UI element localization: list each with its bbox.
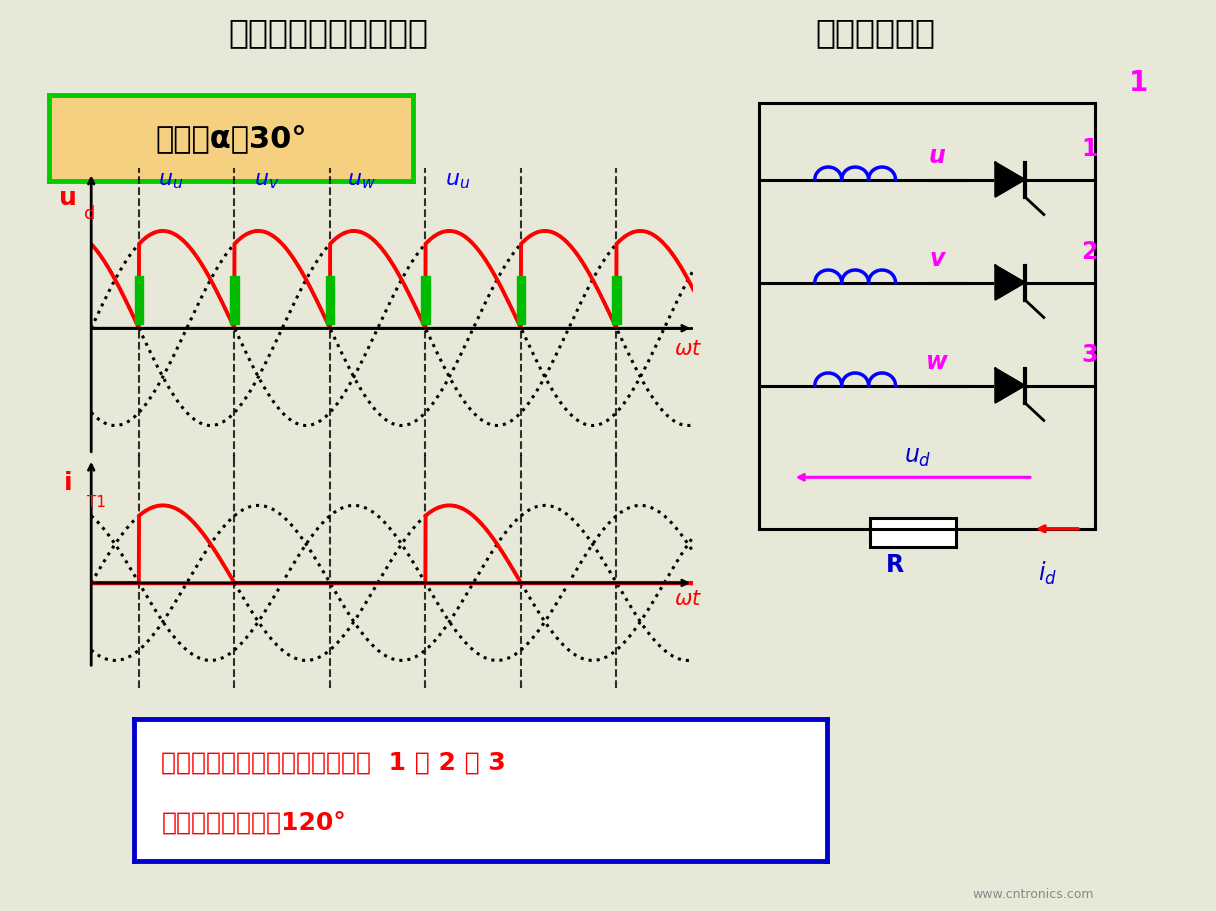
Text: 控制角α＝30°: 控制角α＝30° (156, 125, 306, 153)
Text: d: d (84, 205, 96, 223)
Text: R: R (886, 553, 905, 577)
Text: $\omega t$: $\omega t$ (675, 589, 703, 609)
Text: $i_d$: $i_d$ (1037, 559, 1057, 587)
Polygon shape (996, 266, 1025, 301)
Bar (135, 276, 143, 325)
Text: $u_v$: $u_v$ (254, 171, 280, 191)
Text: u: u (928, 144, 945, 168)
Polygon shape (996, 369, 1025, 403)
Text: T1: T1 (86, 495, 106, 509)
Polygon shape (996, 163, 1025, 198)
Text: 三相半波可控整流电路: 三相半波可控整流电路 (229, 16, 428, 49)
Text: 电流处于连续与断续的临界点，  1 、 2 、 3: 电流处于连续与断续的临界点， 1 、 2 、 3 (162, 750, 506, 774)
Bar (517, 276, 525, 325)
Text: $u_u$: $u_u$ (158, 171, 184, 191)
Text: 纯电阻性负载: 纯电阻性负载 (816, 16, 935, 49)
Text: $u_u$: $u_u$ (445, 171, 471, 191)
Text: $u_w$: $u_w$ (348, 171, 376, 191)
Text: w: w (925, 349, 947, 374)
Text: 晶闸管导通角仍为120°: 晶闸管导通角仍为120° (162, 809, 347, 834)
Bar (869, 518, 956, 548)
Bar (613, 276, 620, 325)
Text: $\omega t$: $\omega t$ (675, 338, 703, 358)
Text: $u_d$: $u_d$ (903, 445, 931, 468)
Text: v: v (929, 246, 945, 271)
Text: 2: 2 (1081, 240, 1097, 263)
Text: 3: 3 (1081, 343, 1097, 366)
Bar (230, 276, 238, 325)
Text: i: i (64, 471, 73, 495)
Text: u: u (60, 186, 78, 210)
Text: 1: 1 (1128, 69, 1148, 97)
Bar (326, 276, 334, 325)
Bar (422, 276, 429, 325)
Text: 1: 1 (1081, 137, 1097, 160)
Text: www.cntronics.com: www.cntronics.com (973, 887, 1094, 900)
